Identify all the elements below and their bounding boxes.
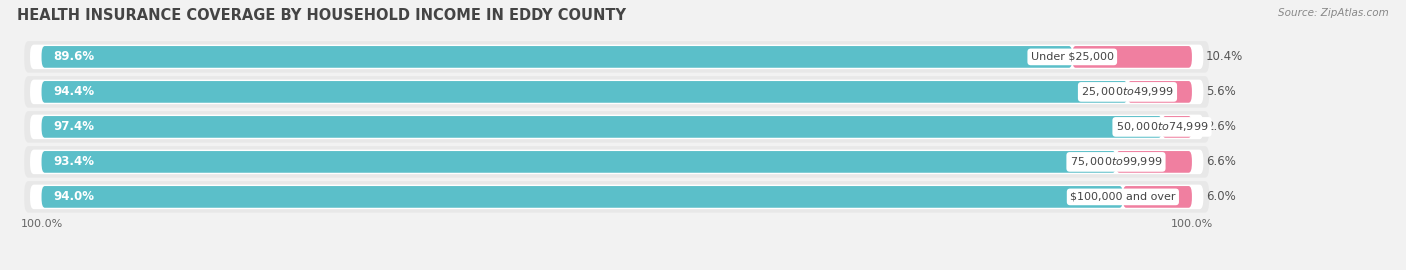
Text: $75,000 to $99,999: $75,000 to $99,999 (1070, 156, 1163, 168)
Text: 6.0%: 6.0% (1206, 190, 1236, 203)
FancyBboxPatch shape (24, 41, 1209, 73)
FancyBboxPatch shape (42, 116, 1161, 138)
Text: $50,000 to $74,999: $50,000 to $74,999 (1116, 120, 1208, 133)
FancyBboxPatch shape (30, 45, 1204, 69)
Text: Source: ZipAtlas.com: Source: ZipAtlas.com (1278, 8, 1389, 18)
Text: Under $25,000: Under $25,000 (1031, 52, 1114, 62)
Text: 89.6%: 89.6% (53, 50, 94, 63)
FancyBboxPatch shape (42, 46, 1073, 68)
FancyBboxPatch shape (1116, 151, 1192, 173)
Text: 5.6%: 5.6% (1206, 85, 1236, 98)
Text: 97.4%: 97.4% (53, 120, 94, 133)
Text: 2.6%: 2.6% (1206, 120, 1236, 133)
FancyBboxPatch shape (42, 151, 1116, 173)
FancyBboxPatch shape (24, 111, 1209, 143)
Text: $25,000 to $49,999: $25,000 to $49,999 (1081, 85, 1174, 98)
Text: $100,000 and over: $100,000 and over (1070, 192, 1175, 202)
FancyBboxPatch shape (1073, 46, 1192, 68)
FancyBboxPatch shape (24, 76, 1209, 108)
FancyBboxPatch shape (24, 181, 1209, 213)
FancyBboxPatch shape (30, 115, 1204, 139)
Text: 94.4%: 94.4% (53, 85, 94, 98)
FancyBboxPatch shape (24, 146, 1209, 178)
FancyBboxPatch shape (1123, 186, 1192, 208)
FancyBboxPatch shape (30, 150, 1204, 174)
FancyBboxPatch shape (1161, 116, 1192, 138)
FancyBboxPatch shape (30, 185, 1204, 209)
FancyBboxPatch shape (42, 186, 1123, 208)
Text: HEALTH INSURANCE COVERAGE BY HOUSEHOLD INCOME IN EDDY COUNTY: HEALTH INSURANCE COVERAGE BY HOUSEHOLD I… (17, 8, 626, 23)
FancyBboxPatch shape (42, 81, 1128, 103)
Text: 6.6%: 6.6% (1206, 156, 1236, 168)
FancyBboxPatch shape (30, 80, 1204, 104)
FancyBboxPatch shape (1128, 81, 1192, 103)
Text: 100.0%: 100.0% (1171, 219, 1213, 229)
Text: 93.4%: 93.4% (53, 156, 94, 168)
Text: 10.4%: 10.4% (1206, 50, 1243, 63)
Text: 100.0%: 100.0% (21, 219, 63, 229)
Text: 94.0%: 94.0% (53, 190, 94, 203)
